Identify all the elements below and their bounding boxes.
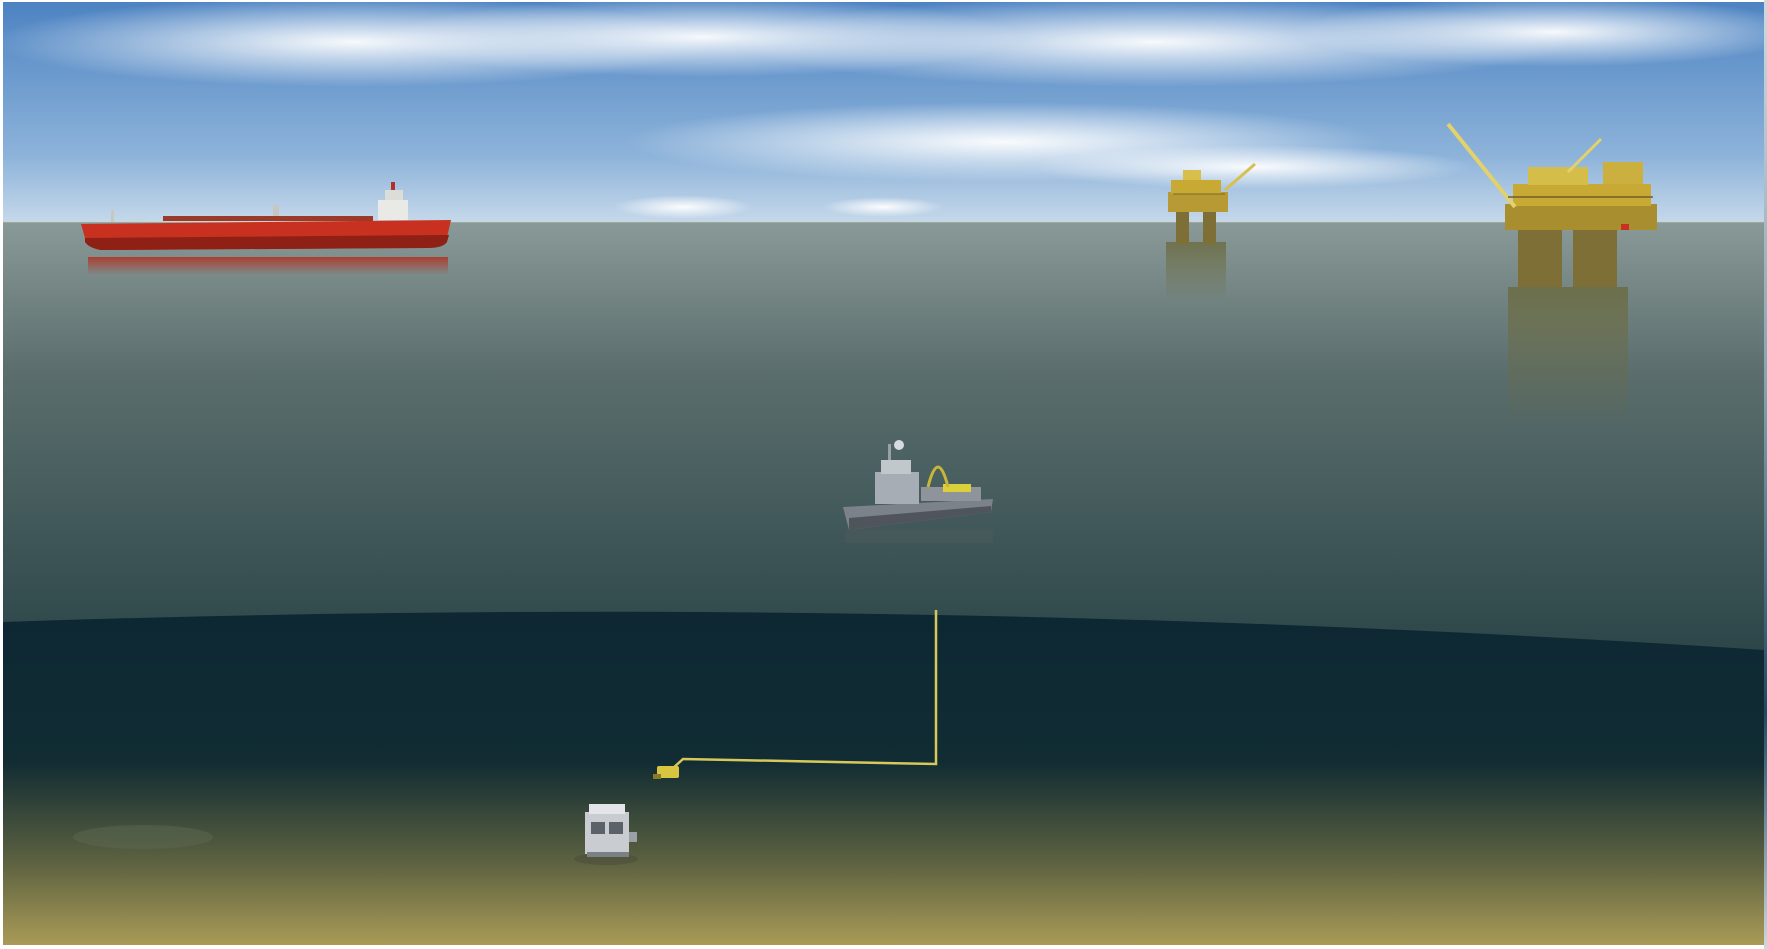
offshore-platform-icon <box>1446 122 1657 427</box>
offshore-platform-icon <box>1166 162 1256 302</box>
rov-icon <box>653 766 679 779</box>
oil-tanker-icon <box>81 182 451 275</box>
clouds <box>3 2 1764 219</box>
tether-cable-icon <box>670 610 938 771</box>
sea-surface <box>3 221 1764 651</box>
underwater-section <box>3 611 1764 945</box>
image-edge-strip <box>1764 0 1767 949</box>
subsea-module-icon <box>574 804 638 865</box>
seabed-shadow <box>73 825 213 849</box>
subsea-operations-scene <box>3 2 1764 945</box>
support-vessel-icon <box>843 440 993 543</box>
scene-illustration <box>3 2 1764 945</box>
